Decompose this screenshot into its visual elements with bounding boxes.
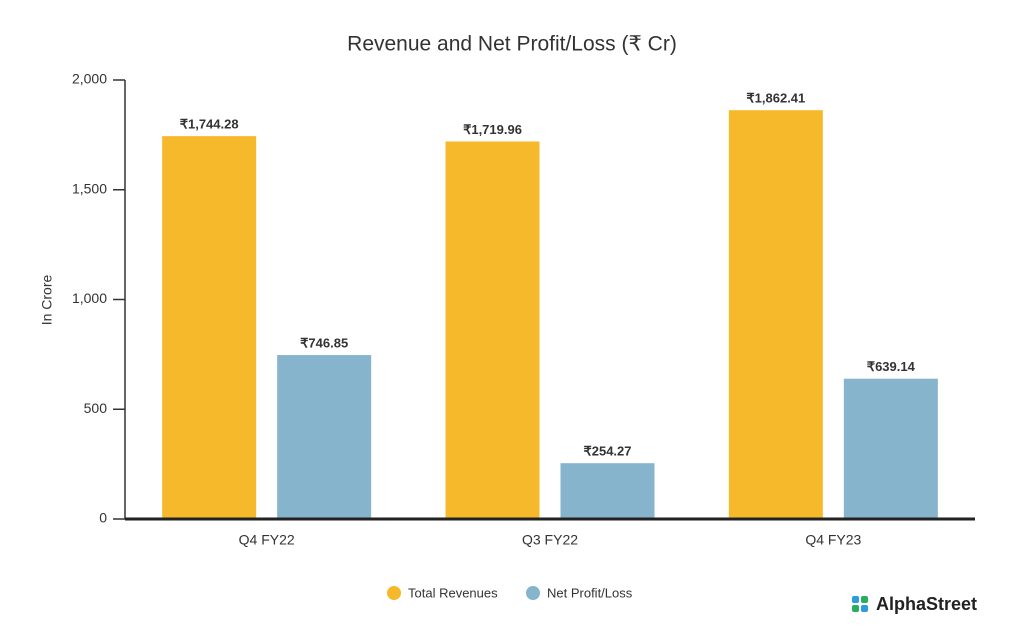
value-label: ₹1,719.96 — [463, 122, 522, 137]
bar — [843, 378, 938, 519]
legend-label: Total Revenues — [408, 585, 498, 600]
value-label: ₹746.85 — [300, 336, 348, 351]
x-tick-label: Q4 FY22 — [239, 532, 295, 548]
logo-icon — [861, 596, 868, 603]
chart-title: Revenue and Net Profit/Loss (₹ Cr) — [347, 33, 677, 56]
bar — [277, 355, 372, 519]
y-tick-label: 500 — [84, 400, 108, 416]
bar — [728, 110, 823, 520]
x-tick-label: Q3 FY22 — [522, 532, 578, 548]
y-axis-label: In Crore — [39, 275, 55, 326]
value-label: ₹1,744.28 — [180, 117, 239, 132]
bar — [162, 136, 257, 519]
legend-label: Net Profit/Loss — [547, 585, 633, 600]
brand-name: AlphaStreet — [876, 594, 977, 614]
y-tick-label: 1,000 — [72, 290, 107, 306]
x-tick-label: Q4 FY23 — [805, 532, 861, 548]
y-tick-label: 2,000 — [72, 71, 107, 87]
y-tick-label: 0 — [99, 510, 107, 526]
logo-icon — [852, 596, 859, 603]
value-label: ₹639.14 — [867, 359, 916, 374]
legend-swatch — [387, 586, 401, 600]
logo: AlphaStreet — [852, 594, 977, 614]
value-label: ₹1,862.41 — [746, 91, 805, 106]
bar — [560, 463, 655, 519]
logo-icon — [852, 605, 859, 612]
legend-swatch — [526, 586, 540, 600]
bar — [445, 141, 540, 519]
logo-icon — [861, 605, 868, 612]
y-tick-label: 1,500 — [72, 180, 107, 196]
value-label: ₹254.27 — [583, 444, 631, 459]
